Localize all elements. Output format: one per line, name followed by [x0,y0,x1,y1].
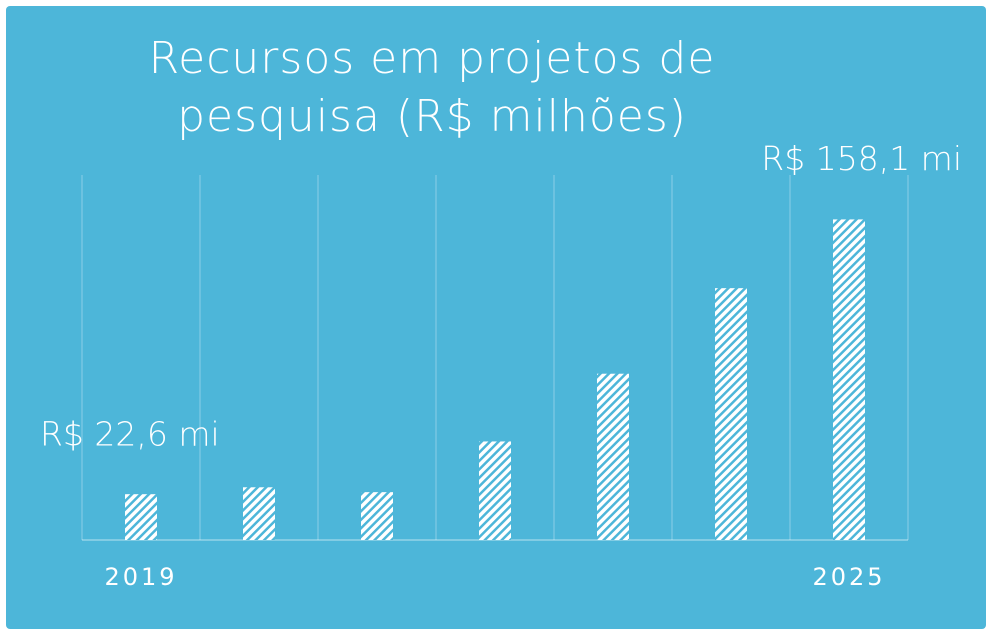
value-label: R$ 22,6 mi [40,415,220,454]
bar [597,373,629,540]
bar [715,288,747,540]
bar [479,441,511,540]
x-tick-label: 2025 [812,563,885,591]
chart-title: Recursos em projetos de pesquisa (R$ mil… [148,33,716,142]
value-label: R$ 158,1 mi [761,139,962,178]
bar [833,219,865,541]
bar [243,487,275,540]
bar [361,492,393,540]
x-tick-label: 2019 [104,563,177,591]
bar [125,494,157,540]
